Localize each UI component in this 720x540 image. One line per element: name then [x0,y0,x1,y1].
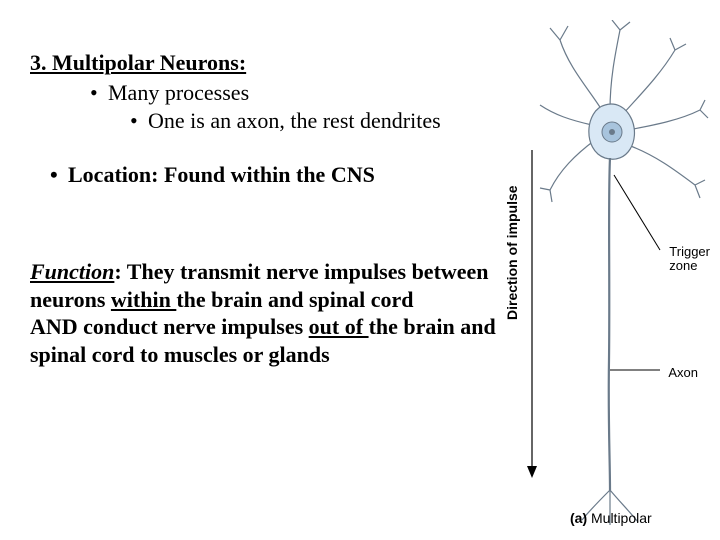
bullet2-text: One is an axon, the rest dendrites [148,108,441,133]
func-outof: out of [309,314,369,339]
func-within: within [111,287,176,312]
bullet-many-processes: •Many processes [90,80,500,106]
caption-prefix: (a) [570,510,591,526]
bullet-location: •Location: Found within the CNS [50,162,500,188]
bullet-axon-dendrites: •One is an axon, the rest dendrites [130,108,500,134]
function-block: Function: They transmit nerve impulses b… [30,258,500,368]
heading: 3. Multipolar Neurons: [30,50,500,76]
neuron-figure: Direction of impulse Triggerzone Axon (a… [510,20,710,530]
figure-caption: (a) Multipolar [570,510,652,526]
function-label: Function [30,259,114,284]
bullet1-text: Many processes [108,80,249,105]
func-part1b: the brain and spinal cord [176,287,413,312]
caption-text: Multipolar [591,510,652,526]
location-text: Location: Found within the CNS [68,162,375,187]
func-and: AND conduct nerve impulses [30,314,309,339]
trigger-zone-label: Triggerzone [669,245,710,274]
axon-label: Axon [668,365,698,380]
direction-of-impulse-label: Direction of impulse [504,185,520,320]
neuron-svg [510,20,710,530]
